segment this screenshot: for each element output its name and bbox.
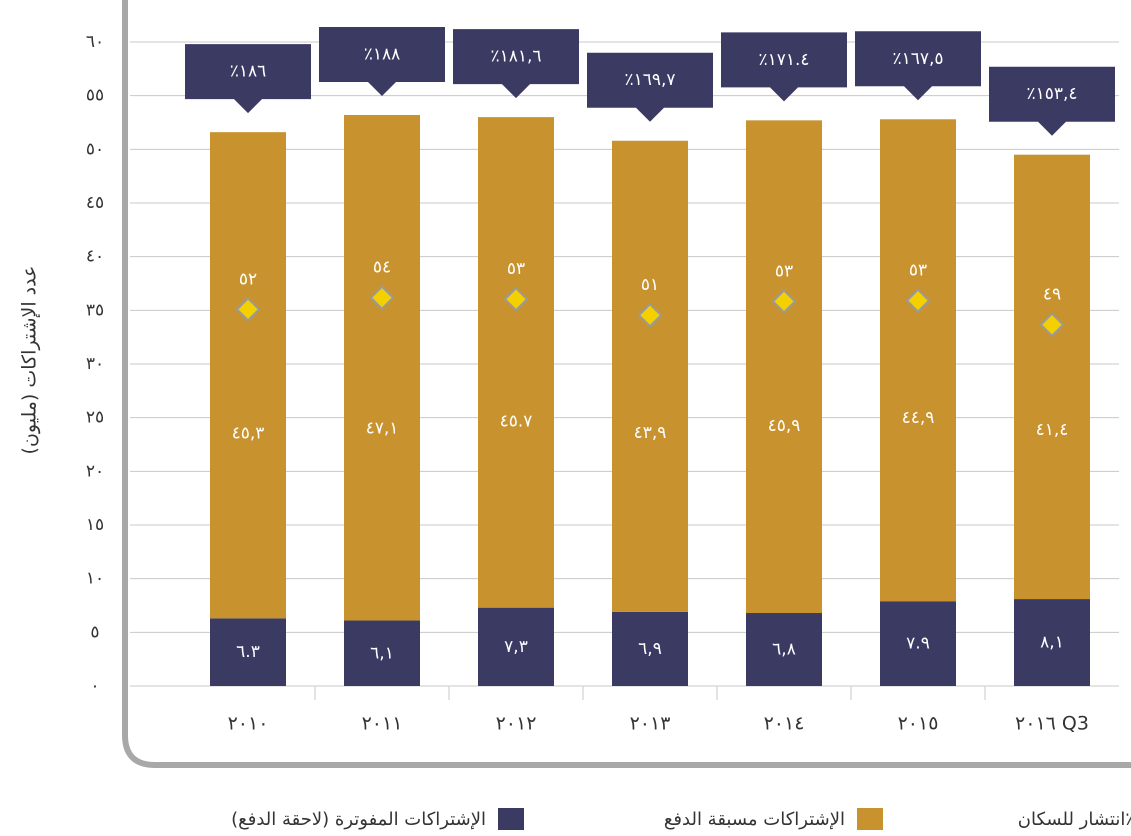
legend-swatch: [857, 808, 883, 830]
total-label: ٤٩: [1043, 285, 1061, 305]
total-marker: [637, 302, 663, 328]
value-label: ٤٣,٩: [634, 423, 667, 443]
y-tick-label: ٢٥: [86, 408, 104, 428]
legend-label: الإشتراكات مسبقة الدفع: [664, 809, 845, 830]
callout: [989, 66, 1115, 136]
bar-segment: [612, 611, 688, 686]
value-label: ٨,١: [1040, 633, 1064, 653]
frame: [122, 0, 1131, 768]
value-label: ٧.٩: [906, 634, 930, 654]
value-label: ٦.٣: [236, 642, 260, 662]
penetration-label: ٪١٥٣,٤: [1026, 84, 1077, 104]
penetration-label: ٪١٨٨: [364, 44, 401, 64]
x-tick-label: ٢٠١٤: [764, 713, 805, 735]
y-tick-label: ٥٥: [86, 86, 104, 106]
value-label: ٤٧,١: [366, 418, 399, 438]
bar-segment: [880, 601, 956, 686]
y-axis-label: عدد الإشتراكات (مليون): [19, 266, 41, 455]
bar-segment: [344, 114, 420, 621]
penetration-label: ٪١٨١,٦: [490, 47, 541, 67]
x-tick-label: ٢٠١٦ Q3: [1015, 713, 1089, 735]
penetration-label: ٪١٦٧,٥: [892, 49, 943, 69]
penetration-label: ٪١٦٩,٧: [624, 70, 675, 90]
value-label: ٦,٩: [638, 639, 662, 659]
value-label: ٤٥,٩: [768, 416, 801, 436]
bar-segment: [880, 119, 956, 602]
legend-label: الإشتراكات المفوترة (لاحقة الدفع): [231, 809, 486, 830]
y-tick-label: ٣٥: [86, 300, 104, 320]
y-tick-label: ٠: [90, 676, 99, 696]
x-tick-label: ٢٠١٠: [228, 713, 269, 735]
total-marker: [905, 288, 931, 314]
total-label: ٥٤: [373, 258, 391, 278]
bar-segment: [612, 140, 688, 612]
callout: [453, 29, 579, 99]
bar-segment: [746, 120, 822, 614]
penetration-label: ٪١٧١.٤: [758, 50, 809, 70]
x-tick-label: ٢٠١٢: [496, 713, 537, 735]
y-tick-label: ٥: [90, 622, 99, 642]
y-tick-label: ٥٠: [86, 139, 104, 159]
y-tick-label: ١٥: [86, 515, 104, 535]
bar-segment: [210, 618, 286, 686]
legend-swatch: [498, 808, 524, 830]
bar-segment: [478, 117, 554, 608]
total-marker: [771, 288, 797, 314]
x-tick-label: ٢٠١١: [362, 713, 403, 735]
x-tick-label: ٢٠١٣: [630, 713, 671, 735]
y-tick-label: ٤٥: [86, 193, 104, 213]
y-tick-label: ٣٠: [86, 354, 104, 374]
value-label: ٤٥,٣: [232, 424, 265, 444]
value-label: ٤٤,٩: [902, 408, 935, 428]
total-marker: [235, 296, 261, 322]
bar-segment: [210, 132, 286, 619]
bar-segment: [1014, 599, 1090, 686]
y-tick-label: ٦٠: [86, 32, 104, 52]
total-label: ٥١: [641, 275, 659, 295]
bar-segment: [478, 607, 554, 686]
callout: [855, 31, 981, 101]
value-label: ٦,٨: [772, 640, 796, 660]
callout: [185, 44, 311, 114]
callout: [587, 52, 713, 122]
bar-segment: [1014, 154, 1090, 600]
callout: [319, 26, 445, 96]
callout: [721, 32, 847, 102]
value-label: ٤١,٤: [1036, 420, 1069, 440]
value-label: ٧,٣: [504, 637, 528, 657]
total-label: ٥٢: [239, 269, 257, 289]
y-tick-label: ١٠: [86, 569, 104, 589]
penetration-label: ٪١٨٦: [230, 62, 267, 82]
bar-segment: [746, 613, 822, 686]
legend-label: انتشار للسكان٪: [1018, 809, 1131, 830]
total-marker: [369, 285, 395, 311]
total-label: ٥٣: [507, 259, 525, 279]
x-tick-label: ٢٠١٥: [898, 713, 939, 735]
value-label: ٤٥.٧: [500, 411, 533, 431]
y-tick-label: ٤٠: [86, 247, 104, 267]
total-marker: [1039, 312, 1065, 338]
total-marker: [503, 286, 529, 312]
value-label: ٦,١: [370, 643, 394, 663]
bar-segment: [344, 620, 420, 686]
y-tick-label: ٢٠: [86, 461, 104, 481]
total-label: ٥٣: [775, 261, 793, 281]
total-label: ٥٣: [909, 261, 927, 281]
